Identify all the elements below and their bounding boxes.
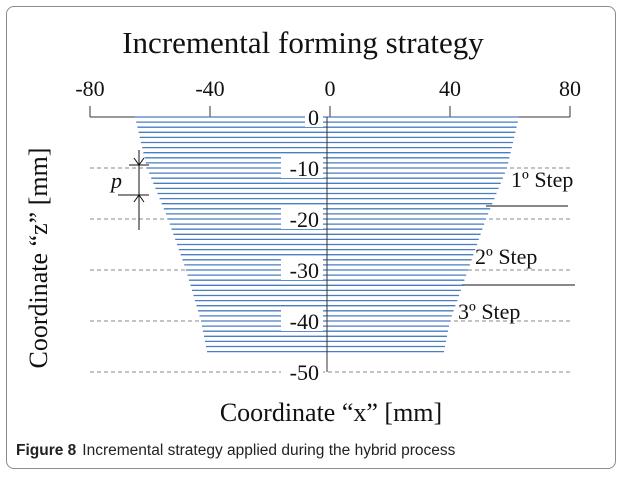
y-tick-label-bg <box>281 208 323 229</box>
y-tick-label-bg <box>281 157 323 178</box>
x-tick-label: 80 <box>559 76 581 101</box>
x-axis-label: Coordinate “x” [mm] <box>220 398 442 427</box>
y-tick-label: -50 <box>290 360 319 385</box>
y-tick-label-bg <box>281 259 323 280</box>
figure-frame <box>6 6 616 469</box>
figure-caption: Figure 8 Incremental strategy applied dur… <box>16 442 455 460</box>
y-tick-label: -10 <box>290 156 319 181</box>
y-tick-label-bg <box>305 106 323 127</box>
step-2-label: 2º Step <box>475 244 537 269</box>
chart-title: Incremental forming strategy <box>122 25 484 60</box>
y-axis-label: Coordinate “z” [mm] <box>24 148 53 369</box>
pitch-label: p <box>109 168 122 193</box>
step-1-label: 1º Step <box>511 167 573 192</box>
x-tick-label: -40 <box>195 76 224 101</box>
pitch-indicator: p <box>109 150 149 230</box>
caption-text: Incremental strategy applied during the … <box>82 442 456 459</box>
x-tick-label: 0 <box>325 76 336 101</box>
y-tick-label: 0 <box>308 105 319 130</box>
y-tick-label: -30 <box>290 258 319 283</box>
y-tick-label-bg <box>281 361 323 382</box>
x-tick-label: -80 <box>75 76 104 101</box>
y-tick-label-bg <box>281 310 323 331</box>
y-tick-label: -20 <box>290 207 319 232</box>
step-3-label: 3º Step <box>458 299 520 324</box>
caption-figure-label: Figure 8 <box>16 442 77 459</box>
x-tick-label: 40 <box>439 76 461 101</box>
y-tick-label: -40 <box>290 309 319 334</box>
chart: Incremental forming strategy -80 -40 0 40 80… <box>24 25 581 427</box>
